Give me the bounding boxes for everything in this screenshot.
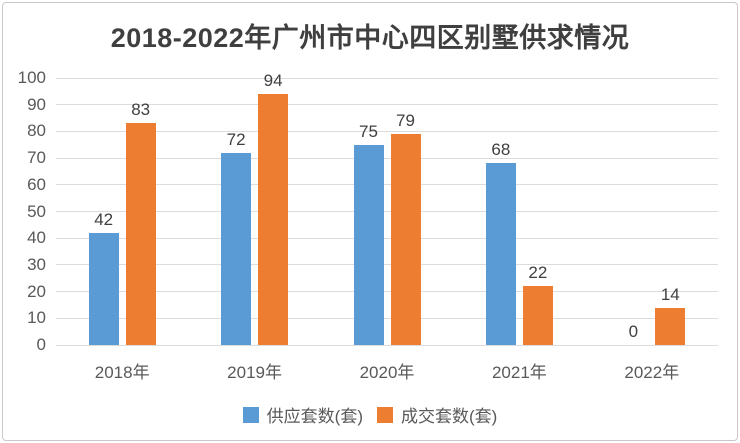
gridline [56, 291, 718, 293]
legend-item-series-1: 成交套数(套) [377, 402, 497, 427]
gridline [56, 317, 718, 319]
data-label: 14 [660, 284, 680, 304]
chart-title: 2018-2022年广州市中心四区别墅供求情况 [110, 23, 630, 53]
gridline [56, 104, 718, 106]
x-axis-tick-label: 2020年 [359, 363, 415, 382]
y-axis-tick-label: 90 [27, 94, 46, 114]
y-axis-tick-label: 20 [27, 281, 46, 301]
x-axis-tick-label: 2022年 [624, 363, 680, 382]
bar-series-1-2021年 [522, 286, 553, 345]
y-axis-tick-label: 40 [27, 228, 46, 248]
gridline [56, 344, 718, 346]
x-axis-tick-label: 2019年 [227, 363, 282, 382]
legend-swatch-icon [242, 406, 259, 423]
gridline [56, 264, 718, 266]
legend-swatch-icon [377, 406, 393, 423]
data-label: 75 [359, 121, 378, 141]
plot-area: 0 10 20 30 40 50 60 70 80 90 100 42 83 2018年 72 94 2019年… [18, 68, 718, 382]
bar-series-0-2021年 [485, 163, 516, 345]
data-label: 42 [94, 209, 114, 229]
data-label: 83 [131, 100, 151, 120]
gridline [56, 77, 718, 79]
data-label: 0 [628, 322, 639, 341]
bar-series-1-2019年 [258, 94, 289, 345]
legend-label: 成交套数(套) [401, 407, 498, 426]
bar-series-1-2022年 [655, 307, 686, 345]
y-axis-tick-label: 50 [27, 201, 46, 221]
x-axis-tick-label: 2021年 [491, 363, 547, 382]
data-label: 79 [396, 111, 415, 131]
bar-series-1-2020年 [390, 134, 421, 345]
y-axis-tick-label: 80 [27, 121, 46, 141]
data-label: 94 [263, 71, 283, 91]
legend-label: 供应套数(套) [266, 407, 363, 426]
y-axis-tick-label: 60 [27, 174, 46, 194]
gridline [56, 184, 718, 186]
data-label: 22 [528, 263, 548, 283]
y-axis-tick-label: 70 [27, 148, 46, 168]
y-axis-tick-label: 30 [27, 254, 46, 274]
gridline [56, 130, 718, 132]
y-axis-tick-label: 100 [17, 68, 46, 87]
y-axis-tick-label: 0 [36, 335, 46, 354]
legend-item-series-0: 供应套数(套) [242, 402, 363, 427]
gridline [56, 211, 718, 212]
gridline [56, 157, 718, 159]
x-axis-tick-label: 2018年 [94, 363, 150, 382]
bar-series-1-2018年 [125, 123, 156, 345]
data-label: 72 [226, 129, 246, 149]
gridline [56, 237, 718, 239]
legend: 供应套数(套) 成交套数(套) [0, 402, 740, 427]
bar-series-0-2019年 [221, 152, 252, 345]
bar-series-0-2018年 [88, 232, 119, 345]
data-label: 68 [491, 140, 511, 160]
y-axis-tick-label: 10 [27, 308, 46, 328]
bar-series-0-2020年 [353, 144, 384, 345]
